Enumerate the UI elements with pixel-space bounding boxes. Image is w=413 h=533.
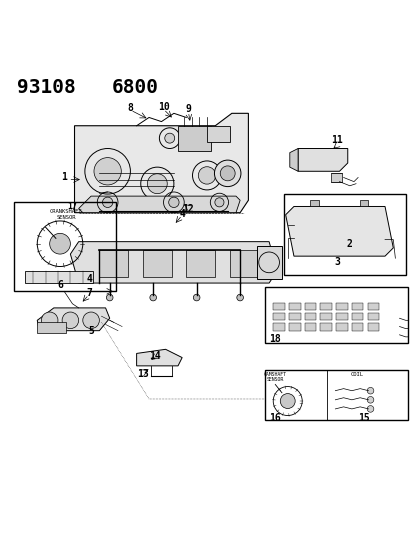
Bar <box>310 200 318 206</box>
Text: 6800: 6800 <box>112 78 159 97</box>
Bar <box>206 126 229 142</box>
Bar <box>367 323 378 330</box>
Bar <box>330 173 341 182</box>
Text: 4: 4 <box>179 209 185 219</box>
Bar <box>304 323 316 330</box>
Circle shape <box>41 312 58 329</box>
Bar <box>304 303 316 310</box>
Polygon shape <box>37 308 109 330</box>
Bar <box>351 303 363 310</box>
Circle shape <box>198 167 215 184</box>
Text: COIL: COIL <box>349 373 363 377</box>
Bar <box>320 303 331 310</box>
Text: 1: 1 <box>61 173 67 182</box>
Text: 15: 15 <box>358 413 369 423</box>
Polygon shape <box>285 206 392 256</box>
Bar <box>178 126 211 151</box>
Text: 5: 5 <box>88 326 94 336</box>
Circle shape <box>193 294 199 301</box>
Bar <box>37 322 66 333</box>
Circle shape <box>214 198 223 207</box>
Text: 6: 6 <box>57 280 63 290</box>
Text: 93108: 93108 <box>17 78 75 97</box>
Bar <box>273 323 284 330</box>
Circle shape <box>62 312 78 329</box>
Bar <box>25 271 93 283</box>
Text: 8: 8 <box>127 103 133 113</box>
Circle shape <box>94 158 121 185</box>
Circle shape <box>236 294 243 301</box>
Text: 7: 7 <box>86 288 92 298</box>
Polygon shape <box>78 196 240 213</box>
Bar <box>320 323 331 330</box>
Bar <box>351 313 363 320</box>
Bar <box>142 250 171 277</box>
Bar <box>359 200 368 206</box>
Circle shape <box>147 174 167 193</box>
Bar <box>288 303 300 310</box>
Circle shape <box>366 406 373 412</box>
Text: 16: 16 <box>269 413 280 423</box>
Bar <box>283 194 405 275</box>
Text: 13: 13 <box>137 369 148 379</box>
Circle shape <box>83 312 99 329</box>
Polygon shape <box>70 241 277 283</box>
Circle shape <box>164 133 174 143</box>
Polygon shape <box>74 114 248 213</box>
Bar <box>351 323 363 330</box>
Bar <box>288 313 300 320</box>
Circle shape <box>102 197 112 207</box>
Text: 2: 2 <box>346 239 352 249</box>
Text: 14: 14 <box>149 351 161 360</box>
Text: 9: 9 <box>185 104 191 114</box>
Bar <box>367 313 378 320</box>
Text: CRANKSHAFT
SENSOR: CRANKSHAFT SENSOR <box>50 209 82 220</box>
Text: 10: 10 <box>157 102 169 112</box>
Text: SENSOR: SENSOR <box>266 377 283 382</box>
Bar <box>273 313 284 320</box>
Circle shape <box>366 397 373 403</box>
Circle shape <box>169 197 178 207</box>
Circle shape <box>150 294 156 301</box>
Text: 4: 4 <box>86 274 92 284</box>
Circle shape <box>50 233 70 254</box>
Circle shape <box>366 387 373 394</box>
Bar <box>229 250 258 277</box>
Bar <box>335 323 347 330</box>
Bar <box>335 303 347 310</box>
Bar <box>264 287 407 343</box>
Circle shape <box>220 166 235 181</box>
Text: 11: 11 <box>331 135 342 145</box>
Text: 12: 12 <box>182 204 194 214</box>
Bar <box>273 303 284 310</box>
Text: 17: 17 <box>67 202 77 211</box>
Bar <box>99 250 128 277</box>
Bar <box>14 203 116 292</box>
Bar <box>320 313 331 320</box>
Text: 3: 3 <box>334 257 339 268</box>
Bar <box>264 370 407 419</box>
Circle shape <box>214 160 240 187</box>
Polygon shape <box>136 349 182 366</box>
Text: 18: 18 <box>269 334 280 344</box>
Bar <box>256 246 281 279</box>
Text: CAMSHAFT: CAMSHAFT <box>263 373 286 377</box>
Polygon shape <box>289 149 297 171</box>
Polygon shape <box>297 149 347 171</box>
Circle shape <box>106 294 113 301</box>
Bar <box>186 250 215 277</box>
Bar <box>288 323 300 330</box>
Bar <box>335 313 347 320</box>
Bar <box>367 303 378 310</box>
Bar <box>304 313 316 320</box>
Circle shape <box>280 393 294 408</box>
